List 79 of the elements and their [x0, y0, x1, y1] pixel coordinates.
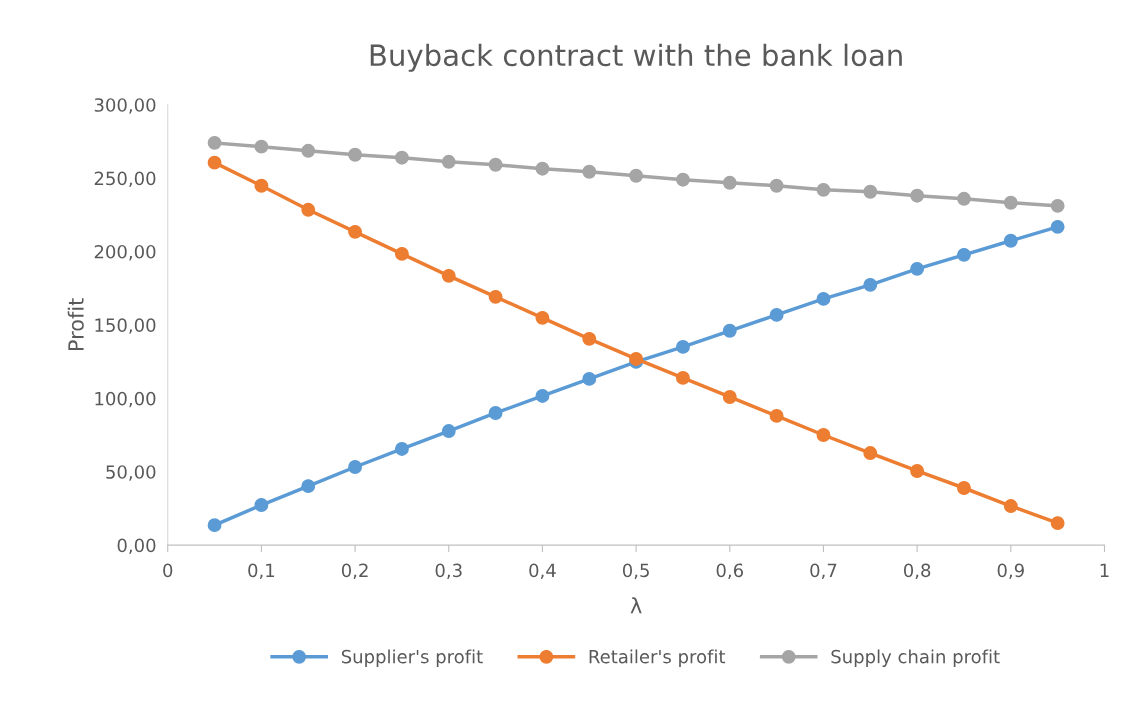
point [957, 191, 971, 206]
point [910, 261, 925, 276]
point [676, 172, 690, 187]
x-tick-label: 0,6 [716, 563, 743, 579]
point [254, 139, 269, 154]
point [254, 178, 269, 193]
point [863, 277, 878, 292]
point [441, 268, 456, 283]
chart-title: Buyback contract with the bank loan [370, 43, 902, 72]
x-tick-label: 0,2 [341, 563, 368, 579]
point [629, 168, 644, 183]
x-tick-label: 0,3 [435, 563, 462, 579]
point [348, 147, 363, 162]
point [1050, 219, 1065, 234]
point [207, 155, 222, 170]
y-tick-label: 300,00 [94, 98, 156, 114]
point [957, 481, 971, 495]
point [301, 202, 316, 217]
point [722, 175, 737, 190]
point [301, 479, 316, 494]
point [1003, 233, 1018, 248]
point [816, 428, 831, 442]
point [348, 460, 363, 474]
x-tick-label: 0,1 [248, 563, 275, 579]
point [582, 371, 597, 386]
point [769, 408, 784, 423]
point [535, 310, 550, 325]
x-axis-title: λ [630, 597, 642, 614]
point [676, 339, 690, 354]
point [863, 446, 878, 461]
y-axis-title: Profit [67, 298, 84, 351]
point [722, 323, 737, 338]
legend-label: Supplier's profit [341, 649, 483, 667]
point [394, 150, 409, 165]
point [816, 291, 831, 306]
point [394, 246, 409, 261]
y-tick-label: 200,00 [94, 244, 156, 261]
point [254, 498, 269, 512]
point [910, 464, 925, 478]
point [488, 289, 503, 304]
point [1050, 198, 1065, 213]
point [207, 135, 222, 150]
legend-label: Supply chain profit [831, 649, 1000, 667]
y-tick-label: 0,00 [117, 538, 156, 555]
x-tick-label: 0,7 [810, 563, 837, 579]
point [582, 164, 597, 179]
point [676, 370, 690, 385]
point [441, 154, 456, 169]
point [910, 188, 925, 203]
x-tick-label: 0,8 [903, 563, 931, 579]
point [816, 182, 831, 197]
point [301, 143, 316, 158]
x-tick-label: 0,9 [997, 563, 1024, 579]
point [957, 247, 971, 262]
y-tick-label: 100,00 [95, 391, 156, 408]
x-tick-label: 0,5 [622, 563, 649, 579]
point [582, 331, 597, 346]
point [535, 161, 550, 176]
x-tick-label: 1 [1100, 563, 1109, 577]
point [441, 424, 456, 438]
point [1003, 195, 1018, 210]
y-tick-label: 50,00 [106, 465, 156, 481]
point [1003, 499, 1018, 514]
point [769, 307, 784, 322]
point [722, 390, 737, 404]
y-tick-label: 250,00 [94, 171, 156, 188]
point [863, 184, 878, 199]
legend-label: Retailer's profit [589, 649, 726, 667]
x-tick-label: 0 [163, 563, 173, 578]
point [488, 157, 503, 172]
point [207, 518, 222, 533]
point [394, 442, 409, 456]
point [1050, 516, 1065, 531]
y-tick-label: 150,00 [95, 318, 156, 334]
x-tick-label: 0,4 [529, 563, 556, 579]
point [348, 224, 363, 239]
point [769, 178, 784, 193]
point [535, 389, 550, 403]
point [488, 406, 503, 420]
